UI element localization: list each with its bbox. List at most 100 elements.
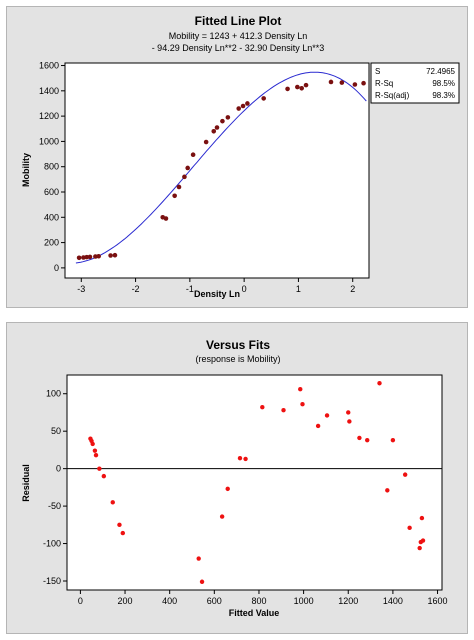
y-tick-label: 1600 — [39, 61, 59, 71]
residual-point — [417, 545, 422, 551]
y-axis-label: Residual — [21, 464, 31, 502]
y-tick-label: 50 — [51, 426, 61, 436]
data-point — [87, 254, 93, 260]
y-tick-label: 1200 — [39, 111, 59, 121]
y-tick-label: 0 — [54, 263, 59, 273]
data-point — [112, 252, 118, 258]
residual-point — [225, 486, 230, 492]
residual-point — [324, 413, 330, 418]
x-tick-label: 0 — [242, 284, 247, 294]
fitted-line-plot-svg: Fitted Line Plot Mobility = 1243 + 412.3… — [21, 14, 460, 299]
residual-point — [365, 437, 370, 443]
stats-box: S 72.4965 R-Sq 98.5% R-Sq(adj) 98.3% — [370, 62, 460, 104]
y-tick-label: -50 — [48, 501, 61, 511]
data-point — [172, 193, 177, 199]
residual-point — [110, 500, 115, 505]
residual-point — [92, 448, 98, 453]
y-tick-label: 800 — [44, 162, 59, 172]
y-tick-label: 1000 — [39, 136, 59, 146]
residual-point — [97, 466, 102, 471]
y-tick-label: -100 — [43, 539, 61, 549]
x-tick-label: 400 — [162, 596, 177, 606]
data-point — [76, 255, 82, 261]
residual-plot-area — [66, 374, 443, 591]
residual-plot-title: Versus Fits — [206, 338, 270, 352]
residual-point — [237, 455, 243, 461]
residual-plot-subtitle: (response is Mobility) — [195, 354, 280, 364]
data-point — [220, 118, 225, 124]
y-tick-label: 200 — [44, 238, 59, 248]
residual-point — [377, 381, 382, 386]
residual-point — [419, 515, 425, 521]
stat-value-rsq: 98.5% — [432, 79, 455, 88]
data-point — [203, 139, 209, 145]
versus-fits-svg: Versus Fits (response is Mobility) 0 200 4… — [21, 338, 448, 618]
residual-point — [260, 405, 265, 410]
data-point — [96, 253, 101, 259]
x-tick-label: -2 — [132, 284, 140, 294]
data-point — [361, 80, 366, 86]
x-tick-label: 2 — [350, 284, 355, 294]
x-tick-label: -1 — [186, 284, 194, 294]
x-tick-label: 1600 — [428, 596, 448, 606]
y-tick-label: 0 — [56, 464, 61, 474]
data-point — [339, 80, 345, 85]
residual-point — [298, 387, 303, 392]
residual-point — [402, 472, 408, 477]
data-point — [328, 79, 334, 85]
data-point — [163, 216, 169, 221]
data-point — [225, 115, 231, 120]
data-point — [285, 86, 290, 92]
residual-point — [420, 538, 426, 543]
fitted-line-plot-panel: Fitted Line Plot Mobility = 1243 + 412.3… — [6, 6, 468, 308]
data-point — [295, 84, 300, 90]
x-tick-label: 1200 — [338, 596, 358, 606]
data-point — [236, 106, 242, 111]
x-tick-label: 1400 — [383, 596, 403, 606]
residual-point — [117, 522, 122, 528]
residual-point — [90, 441, 95, 447]
x-tick-label: 600 — [207, 596, 222, 606]
residual-point — [101, 473, 107, 479]
x-tick-label: 0 — [78, 596, 83, 606]
plot-subtitle-line1: Mobility = 1243 + 412.3 Density Ln — [169, 31, 308, 41]
residual-point — [315, 423, 321, 429]
fitted-regression-line — [75, 71, 367, 264]
y-axis-label: Mobility — [21, 153, 31, 187]
residual-point — [120, 530, 126, 536]
y-tick-label: 100 — [46, 389, 61, 399]
x-tick-label: 200 — [118, 596, 133, 606]
y-tick-label: 1400 — [39, 86, 59, 96]
stat-label-rsq: R-Sq — [375, 79, 393, 88]
residual-point — [300, 402, 305, 407]
data-point — [176, 184, 182, 190]
data-point — [182, 174, 187, 180]
y-tick-label: 600 — [44, 187, 59, 197]
residual-point — [385, 488, 390, 493]
data-point — [352, 82, 358, 87]
data-point — [240, 103, 246, 109]
x-tick-label: 1 — [296, 284, 301, 294]
residual-point — [93, 452, 99, 458]
residual-point — [347, 419, 352, 424]
y-tick-label: 400 — [44, 212, 59, 222]
data-point — [190, 152, 196, 157]
x-tick-label: 1000 — [294, 596, 314, 606]
data-point — [261, 96, 266, 101]
data-point — [299, 85, 304, 91]
residual-point — [243, 456, 248, 462]
x-tick-label: 800 — [251, 596, 266, 606]
x-axis-label: Fitted Value — [229, 608, 280, 618]
stat-label-rsq-adj: R-Sq(adj) — [375, 91, 410, 100]
data-point — [303, 82, 309, 88]
residual-point — [196, 556, 201, 561]
residual-point — [281, 408, 286, 413]
data-point — [108, 253, 113, 258]
stat-value-s: 72.4965 — [426, 67, 455, 76]
plot-title: Fitted Line Plot — [195, 14, 282, 28]
residual-point — [199, 579, 205, 584]
plot-area — [64, 62, 370, 279]
x-tick-label: -3 — [77, 284, 85, 294]
data-point — [214, 125, 220, 130]
residual-point — [357, 435, 362, 441]
